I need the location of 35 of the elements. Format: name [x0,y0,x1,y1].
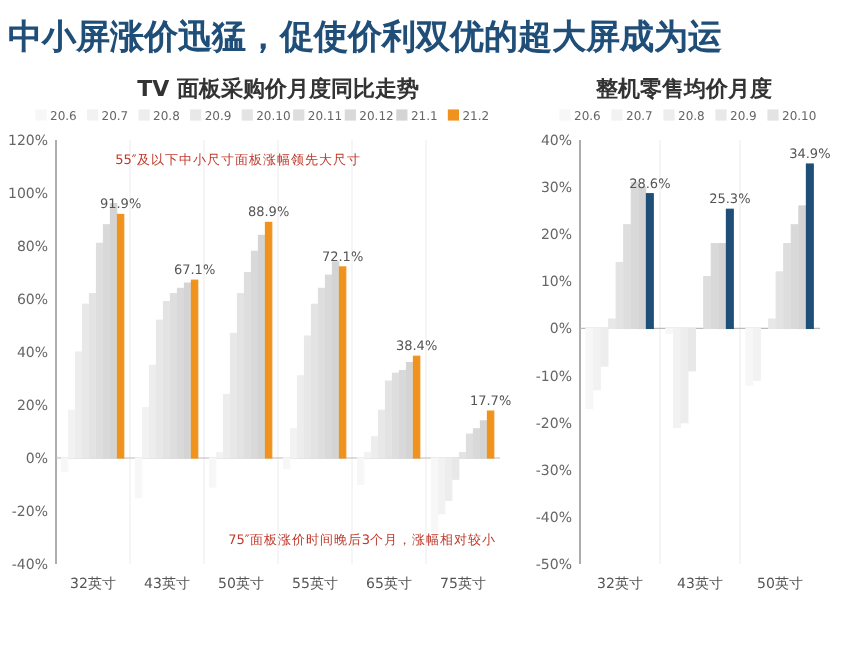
bar [384,380,393,459]
bar [176,287,185,459]
bar [798,205,807,330]
bar [412,355,421,459]
bar [680,327,689,424]
bar [162,301,171,459]
bar [264,221,273,459]
bar [338,266,347,459]
bar [638,186,647,330]
bar [398,369,407,459]
bar [725,208,734,330]
bar [718,243,727,330]
bar [465,433,474,459]
bar [430,457,439,533]
bar [208,457,217,488]
bar [745,327,754,386]
bar [116,213,125,459]
bar [805,163,814,330]
bar [356,457,365,486]
chart-subtitle: TV 面板采购价月度同比走势 [137,76,419,102]
bar [190,279,199,459]
chart-title: 整机零售均价月度 [594,76,772,102]
bar [472,428,481,459]
bar [585,327,594,410]
bar [331,261,340,459]
bar [645,193,654,330]
bar [752,327,761,381]
bar [486,410,495,459]
bar [257,234,266,459]
bar [479,420,488,459]
bar [183,282,192,459]
bar [391,372,400,459]
bar [169,293,178,459]
chart-title: 中小屏涨价迅猛，促使价利双优的超大屏成为运 [8,18,722,58]
bar [405,362,414,459]
